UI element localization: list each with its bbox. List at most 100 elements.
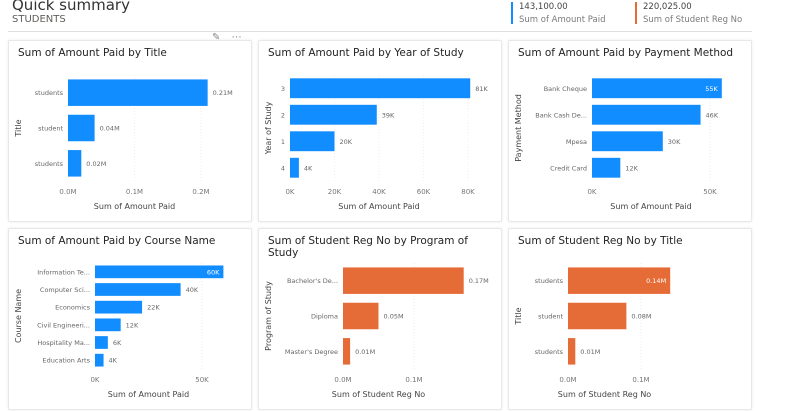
chart-card[interactable]: Sum of Amount Paid by Year of Study 0K 20K… bbox=[258, 40, 502, 222]
y-axis-title: Payment Method bbox=[514, 94, 523, 162]
x-tick-label: 0.0M bbox=[559, 376, 576, 384]
x-axis-title: Sum of Amount Paid bbox=[94, 202, 175, 211]
y-axis-title: Program of Study bbox=[264, 281, 273, 351]
bar-chart: 0K 50K Sum of Amount Paid Course Name Inform… bbox=[14, 263, 224, 399]
data-label: 20K bbox=[340, 138, 353, 146]
data-label: 40K bbox=[186, 286, 199, 294]
bar bbox=[343, 267, 464, 294]
y-axis-title: Title bbox=[514, 307, 523, 325]
kpi-student-reg-no[interactable]: 220,025.00 Sum of Student Reg No bbox=[635, 2, 743, 25]
data-label: 81K bbox=[475, 85, 488, 93]
bar bbox=[95, 300, 143, 314]
data-label: 30K bbox=[668, 138, 681, 146]
x-axis-title: Sum of Amount Paid bbox=[338, 202, 419, 211]
category-label: students bbox=[535, 277, 564, 285]
data-label: 0.01M bbox=[355, 348, 375, 356]
page-title: Quick summary bbox=[12, 0, 130, 14]
chart-title: Sum of Amount Paid by Year of Study bbox=[268, 47, 464, 59]
data-label: 22K bbox=[147, 304, 160, 312]
x-tick-label: 40K bbox=[372, 188, 386, 196]
x-tick-label: 0.1M bbox=[126, 188, 143, 196]
category-label: Bachelor's De... bbox=[287, 277, 338, 285]
bar bbox=[343, 338, 351, 365]
x-axis-title: Sum of Student Reg No bbox=[558, 390, 652, 399]
bar bbox=[68, 150, 82, 177]
chart-title: Sum of Amount Paid by Title bbox=[18, 47, 167, 59]
focus-mode-icon[interactable]: ✎ bbox=[212, 32, 221, 43]
chart-card[interactable]: Sum of Amount Paid by Title 0.0M 0.1M 0.2M S… bbox=[8, 40, 252, 222]
chart-card[interactable]: Sum of Amount Paid by Payment Method 0K 50… bbox=[508, 40, 752, 222]
bar bbox=[568, 302, 627, 330]
x-tick-label: 80K bbox=[461, 188, 475, 196]
y-axis-title: Year of Study bbox=[264, 101, 273, 155]
category-label: student bbox=[538, 313, 563, 321]
data-label: 39K bbox=[382, 111, 395, 119]
x-tick-label: 0.1M bbox=[632, 376, 649, 384]
bar-chart: 0.0M 0.1M Sum of Student Reg No Program of … bbox=[264, 263, 489, 399]
bar bbox=[68, 79, 208, 106]
category-label: 2 bbox=[281, 111, 285, 119]
category-label: Bank Cheque bbox=[544, 85, 587, 93]
x-axis-title: Sum of Amount Paid bbox=[610, 202, 691, 211]
bar-chart: 0.0M 0.1M 0.2M Sum of Amount Paid Title stude… bbox=[14, 75, 233, 211]
data-label: 6K bbox=[113, 339, 122, 347]
bar bbox=[592, 157, 621, 178]
x-tick-label: 20K bbox=[328, 188, 342, 196]
kpi-label: Sum of Amount Paid bbox=[519, 15, 606, 25]
category-label: Civil Engineeri... bbox=[37, 321, 90, 329]
data-label: 0.08M bbox=[631, 313, 651, 321]
data-label: 12K bbox=[625, 164, 638, 172]
x-axis-title: Sum of Student Reg No bbox=[332, 390, 426, 399]
chart-card[interactable]: Sum of Student Reg No by Title 0.0M 0.1M Su… bbox=[508, 228, 752, 410]
x-tick-label: 0.0M bbox=[334, 376, 351, 384]
chart-title: Sum of Amount Paid by Payment Method bbox=[518, 47, 734, 59]
chart-title: Sum of Student Reg No by Program of Stud… bbox=[268, 235, 468, 259]
category-label: Hospitality Ma... bbox=[37, 339, 90, 347]
kpi-label: Sum of Student Reg No bbox=[643, 15, 743, 25]
visual-header-icons: ✎ ⋯ bbox=[212, 32, 242, 43]
more-options-icon[interactable]: ⋯ bbox=[231, 32, 242, 43]
data-label: 0.21M bbox=[213, 89, 233, 97]
bar bbox=[290, 104, 377, 125]
data-label: 0.17M bbox=[469, 277, 489, 285]
bar-chart: 0K 50K Sum of Amount Paid Payment Method Ban… bbox=[514, 75, 722, 211]
bar bbox=[95, 353, 104, 367]
data-label: 0.14M bbox=[646, 277, 666, 285]
kpi-amount-paid[interactable]: 143,100.00 Sum of Amount Paid bbox=[511, 2, 606, 25]
bar-chart: 0K 20K 40K 60K 80K Sum of Amount Paid Year of … bbox=[264, 75, 488, 211]
bar bbox=[290, 157, 299, 178]
x-tick-label: 0.1M bbox=[405, 376, 422, 384]
data-label: 0.01M bbox=[580, 348, 600, 356]
y-axis-title: Course Name bbox=[14, 289, 23, 343]
bar bbox=[95, 265, 224, 279]
bar bbox=[568, 338, 576, 365]
x-tick-label: 60K bbox=[417, 188, 431, 196]
bar bbox=[290, 78, 471, 99]
chart-card[interactable]: Sum of Student Reg No by Program of Stud… bbox=[258, 228, 502, 410]
bar bbox=[290, 131, 335, 152]
bar bbox=[343, 302, 379, 330]
bar bbox=[568, 267, 671, 294]
category-label: Bank Cash De... bbox=[535, 111, 587, 119]
category-label: 3 bbox=[281, 85, 285, 93]
category-label: Information Te... bbox=[37, 268, 90, 276]
category-label: Diploma bbox=[311, 313, 338, 321]
category-label: 1 bbox=[281, 138, 285, 146]
y-axis-title: Title bbox=[14, 119, 23, 137]
category-label: Economics bbox=[55, 304, 90, 312]
chart-card[interactable]: Sum of Amount Paid by Course Name 0K 50K Su… bbox=[8, 228, 252, 410]
x-tick-label: 0K bbox=[285, 188, 294, 196]
data-label: 46K bbox=[706, 111, 719, 119]
bar bbox=[592, 104, 701, 125]
kpi-value: 143,100.00 bbox=[519, 2, 568, 12]
category-label: 4 bbox=[281, 164, 285, 172]
bar bbox=[592, 78, 722, 99]
data-label: 0.02M bbox=[86, 160, 106, 168]
x-tick-label: 0.2M bbox=[192, 188, 209, 196]
bar bbox=[95, 283, 181, 296]
category-label: Credit Card bbox=[550, 164, 587, 172]
category-label: Education Arts bbox=[43, 357, 91, 365]
data-label: 0.05M bbox=[384, 313, 404, 321]
category-label: Master's Degree bbox=[285, 348, 338, 356]
data-label: 0.04M bbox=[100, 125, 120, 133]
